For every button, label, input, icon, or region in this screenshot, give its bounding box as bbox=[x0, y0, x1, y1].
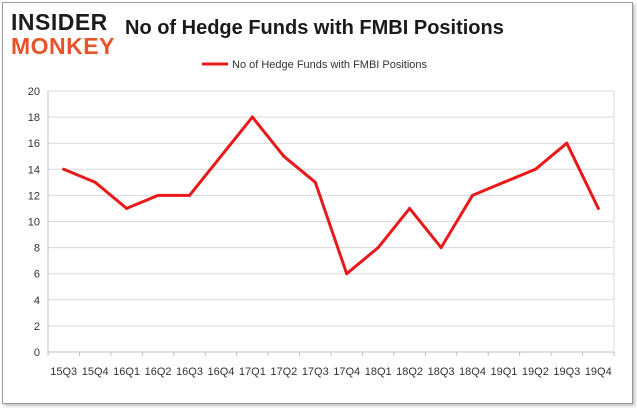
data-point bbox=[408, 206, 412, 210]
x-tick-label: 15Q4 bbox=[82, 366, 109, 378]
data-point bbox=[439, 246, 443, 250]
x-tick-label: 17Q2 bbox=[270, 366, 297, 378]
logo-line-1: INSIDER bbox=[11, 9, 108, 35]
x-tick-label: 17Q3 bbox=[302, 366, 329, 378]
y-tick-label: 8 bbox=[34, 243, 40, 255]
y-tick-label: 20 bbox=[28, 86, 40, 98]
x-tick-label: 16Q3 bbox=[176, 366, 203, 378]
x-tick-label: 16Q1 bbox=[113, 366, 140, 378]
x-tick-label: 18Q3 bbox=[428, 366, 455, 378]
data-point bbox=[93, 180, 97, 184]
y-tick-label: 16 bbox=[28, 138, 40, 150]
x-tick-label: 17Q1 bbox=[239, 366, 266, 378]
data-point bbox=[282, 154, 286, 158]
data-point bbox=[533, 167, 537, 171]
y-tick-label: 0 bbox=[34, 347, 40, 359]
logo-line-2: MONKEY bbox=[11, 33, 115, 59]
data-point bbox=[345, 272, 349, 276]
data-point bbox=[156, 193, 160, 197]
y-tick-label: 2 bbox=[34, 321, 40, 333]
x-tick-label: 15Q3 bbox=[50, 366, 77, 378]
y-tick-label: 4 bbox=[34, 295, 40, 307]
x-tick-label: 19Q3 bbox=[553, 366, 580, 378]
y-tick-label: 18 bbox=[28, 112, 40, 124]
x-tick-label: 18Q2 bbox=[396, 366, 423, 378]
x-tick-label: 16Q4 bbox=[207, 366, 234, 378]
y-tick-label: 12 bbox=[28, 190, 40, 202]
data-point bbox=[596, 206, 600, 210]
series-line-0 bbox=[62, 115, 600, 276]
data-point bbox=[219, 154, 223, 158]
y-tick-label: 10 bbox=[28, 217, 40, 229]
data-point bbox=[313, 180, 317, 184]
data-point bbox=[188, 193, 191, 197]
chart-title: No of Hedge Funds with FMBI Positions bbox=[125, 17, 504, 39]
x-tick-label: 17Q4 bbox=[333, 366, 360, 378]
legend-label: No of Hedge Funds with FMBI Positions bbox=[232, 59, 428, 71]
x-tick-label: 18Q4 bbox=[459, 366, 486, 378]
data-point bbox=[471, 193, 474, 197]
x-tick-label: 19Q4 bbox=[585, 366, 612, 378]
y-tick-label: 14 bbox=[28, 164, 40, 176]
data-point bbox=[62, 167, 66, 171]
x-tick-label: 19Q1 bbox=[490, 366, 517, 378]
data-point bbox=[502, 180, 506, 184]
data-point bbox=[565, 141, 569, 145]
data-point bbox=[376, 246, 380, 250]
data-point bbox=[125, 206, 129, 210]
y-tick-label: 6 bbox=[34, 269, 40, 281]
insider-monkey-logo: INSIDER MONKEY bbox=[11, 9, 121, 61]
x-tick-label: 16Q2 bbox=[145, 366, 172, 378]
x-tick-label: 18Q1 bbox=[365, 366, 392, 378]
chart-frame: INSIDER MONKEY No of Hedge Funds with FM… bbox=[2, 2, 633, 404]
data-point bbox=[250, 115, 254, 119]
x-tick-label: 19Q2 bbox=[522, 366, 549, 378]
